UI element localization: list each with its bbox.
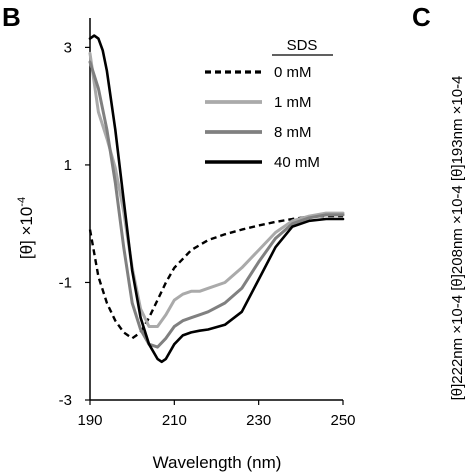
x-tick-label: 210: [162, 412, 187, 429]
y-tick-label: 1: [64, 157, 72, 174]
panel-b-label: B: [2, 2, 21, 32]
x-tick-label: 250: [330, 412, 355, 429]
x-tick-label: 190: [77, 412, 102, 429]
legend-entry-label: 1 mM: [274, 94, 312, 111]
y-tick-label: -3: [59, 392, 72, 409]
series-lines: [88, 34, 345, 364]
y-tick-label: -1: [59, 274, 72, 291]
series-line-1-mm: [88, 51, 345, 328]
plot-area: 190 210 230 250 3 1 -1 -3 SDS 0 mM 1 mM 8 mM 40 mM: [59, 18, 356, 429]
y-tick-label: 3: [64, 39, 72, 56]
series-line-0-mm: [88, 214, 343, 340]
x-axis-title: Wavelength (nm): [153, 453, 282, 472]
panel-c-label: C: [412, 2, 431, 32]
legend-entry-label: 40 mM: [274, 154, 320, 171]
series-line-8-mm: [88, 60, 345, 349]
series-line-40-mm: [88, 34, 345, 364]
legend-title: SDS: [287, 37, 318, 54]
axis-ticks: 190 210 230 250 3 1 -1 -3: [59, 39, 356, 429]
legend-entry-label: 0 mM: [274, 64, 312, 81]
x-tick-label: 230: [246, 412, 271, 429]
legend: SDS 0 mM 1 mM 8 mM 40 mM: [205, 37, 333, 171]
y-axis-title: [θ] ×10-4: [16, 197, 36, 259]
panel-c-y-axis-label: [θ]222nm ×10-4 [θ]208nm ×10-4 [θ]193nm ×…: [449, 76, 466, 401]
legend-entry-label: 8 mM: [274, 124, 312, 141]
